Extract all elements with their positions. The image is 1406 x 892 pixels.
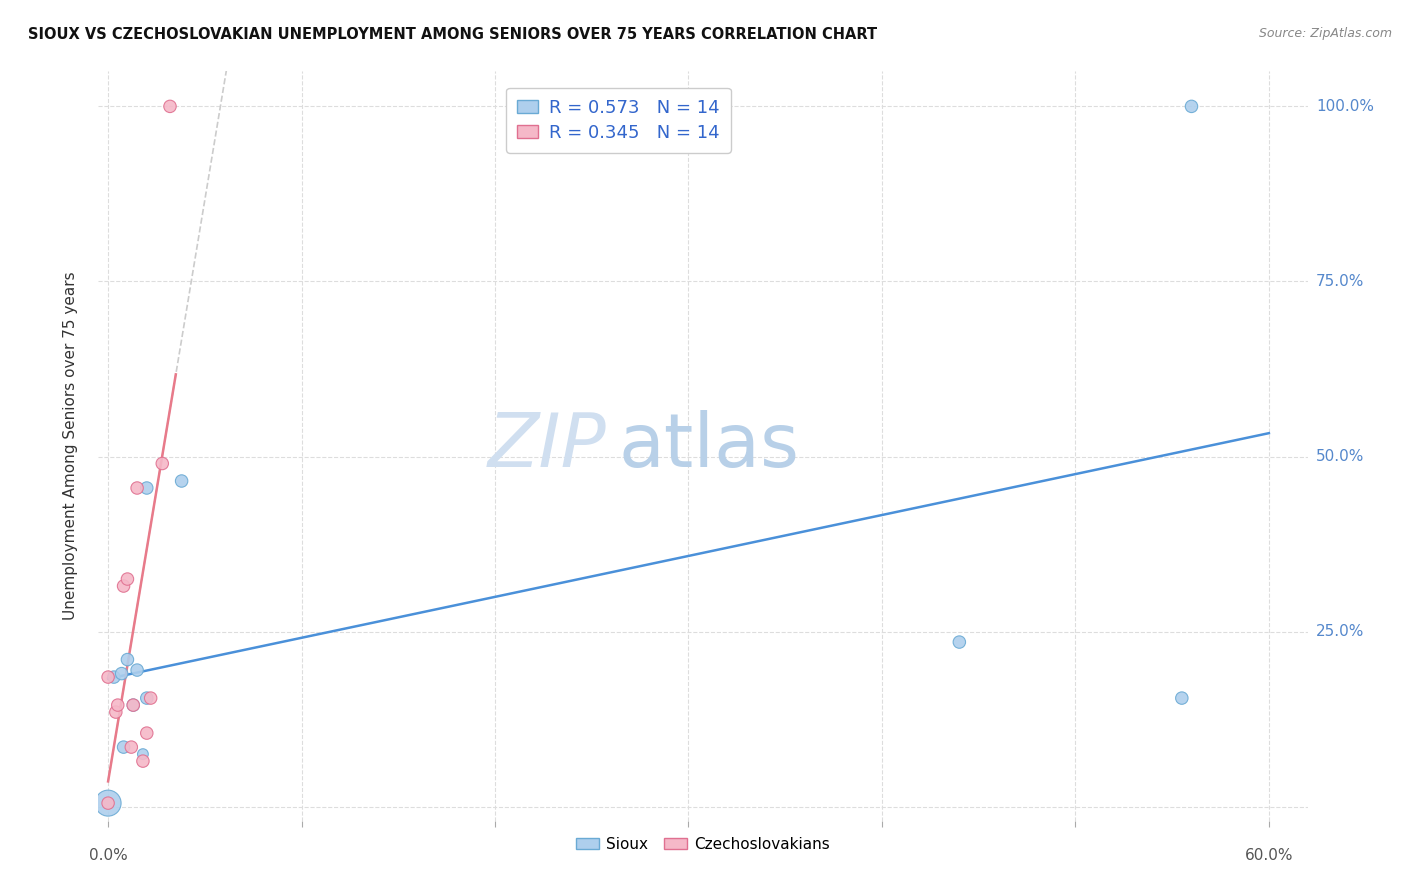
Text: SIOUX VS CZECHOSLOVAKIAN UNEMPLOYMENT AMONG SENIORS OVER 75 YEARS CORRELATION CH: SIOUX VS CZECHOSLOVAKIAN UNEMPLOYMENT AM… <box>28 27 877 42</box>
Point <box>127 481 149 495</box>
Point <box>1171 691 1194 706</box>
Point <box>104 705 127 719</box>
Point <box>132 747 155 761</box>
Point <box>1180 99 1202 113</box>
Legend: Sioux, Czechoslovakians: Sioux, Czechoslovakians <box>569 830 837 858</box>
Point <box>948 635 970 649</box>
Point <box>127 663 149 677</box>
Point <box>117 572 139 586</box>
Point <box>112 740 135 755</box>
Point <box>150 457 173 471</box>
Text: 60.0%: 60.0% <box>1244 848 1294 863</box>
Point <box>170 474 193 488</box>
Point <box>122 698 145 712</box>
Y-axis label: Unemployment Among Seniors over 75 years: Unemployment Among Seniors over 75 years <box>63 272 77 620</box>
Point <box>117 652 139 666</box>
Text: 25.0%: 25.0% <box>1316 624 1364 639</box>
Text: 0.0%: 0.0% <box>89 848 128 863</box>
Point <box>159 99 181 113</box>
Point <box>97 796 120 810</box>
Text: 50.0%: 50.0% <box>1316 449 1364 464</box>
Point <box>135 481 157 495</box>
Point <box>135 691 157 706</box>
Point <box>120 740 142 755</box>
Text: Source: ZipAtlas.com: Source: ZipAtlas.com <box>1258 27 1392 40</box>
Point <box>122 698 145 712</box>
Point <box>135 726 157 740</box>
Text: atlas: atlas <box>619 409 800 483</box>
Point <box>97 670 120 684</box>
Point <box>111 666 134 681</box>
Point <box>103 670 125 684</box>
Point <box>107 698 129 712</box>
Point <box>132 754 155 768</box>
Point <box>112 579 135 593</box>
Text: 75.0%: 75.0% <box>1316 274 1364 289</box>
Point <box>139 691 162 706</box>
Text: 100.0%: 100.0% <box>1316 99 1374 114</box>
Point <box>97 796 120 810</box>
Text: ZIP: ZIP <box>488 410 606 482</box>
